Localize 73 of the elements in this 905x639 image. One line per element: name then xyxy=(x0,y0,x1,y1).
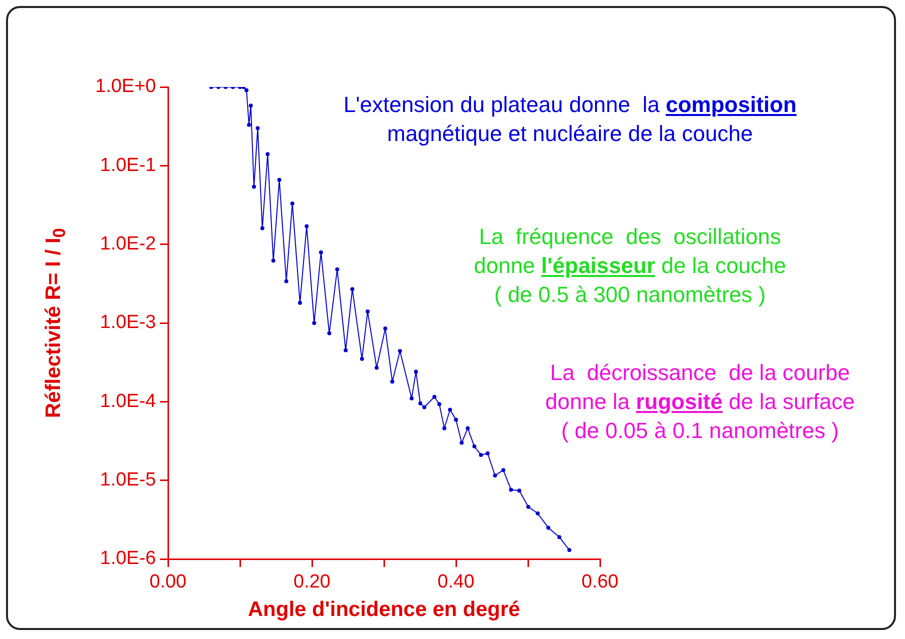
point xyxy=(418,401,422,406)
point xyxy=(290,202,294,206)
point xyxy=(460,440,464,445)
point xyxy=(442,426,446,430)
y-tick-label: 1.0E+0 xyxy=(95,76,156,98)
point xyxy=(478,452,483,457)
point xyxy=(493,474,498,478)
annotation: donne xyxy=(474,253,536,278)
text: composition xyxy=(666,92,797,117)
point xyxy=(546,526,550,530)
annotation: l'épaisseur xyxy=(541,253,656,278)
point xyxy=(304,224,309,228)
point xyxy=(319,250,323,254)
point xyxy=(509,488,514,492)
y-tick-label: 1.0E-1 xyxy=(100,154,156,176)
point xyxy=(244,88,248,92)
point xyxy=(501,468,506,472)
point xyxy=(472,444,476,448)
annotation: donne la xyxy=(545,389,630,414)
point xyxy=(390,380,394,384)
point xyxy=(526,504,530,509)
point xyxy=(448,408,452,412)
point xyxy=(366,310,370,314)
text: de la surface xyxy=(728,389,855,414)
point xyxy=(284,279,288,284)
point xyxy=(260,226,264,230)
point xyxy=(298,300,302,305)
point xyxy=(312,321,316,325)
point xyxy=(344,348,348,352)
point xyxy=(466,426,470,430)
point xyxy=(557,535,562,540)
point xyxy=(327,331,332,336)
annotation: La décroissance de la courbe xyxy=(550,360,850,385)
annotation: La fréquence des oscillations xyxy=(478,224,782,249)
point xyxy=(517,488,522,493)
point xyxy=(252,184,256,189)
point xyxy=(383,326,388,331)
point xyxy=(432,394,436,399)
y-tick-label: 1.0E-4 xyxy=(100,390,156,412)
y-tick-label: 1.0E-2 xyxy=(100,234,156,255)
point xyxy=(536,511,540,516)
point xyxy=(360,356,364,361)
x-tick-label: 0.00 xyxy=(150,572,186,593)
y-tick-label: 1.0E-6 xyxy=(100,548,156,570)
x-tick-label: 0.20 xyxy=(294,572,330,593)
point xyxy=(414,370,418,374)
annotation: L'extension du plateau donne la xyxy=(343,92,660,117)
point xyxy=(271,258,276,263)
point xyxy=(437,402,442,406)
x-axis-title: Angle d'incidence en degré xyxy=(248,598,520,622)
point xyxy=(248,104,253,108)
point xyxy=(335,267,340,272)
text: de la couche xyxy=(661,253,786,278)
x-tick-label: 0.40 xyxy=(438,572,474,593)
point xyxy=(277,178,282,182)
point xyxy=(256,126,260,130)
y-tick-label: 1.0E-3 xyxy=(100,312,156,334)
point xyxy=(266,152,270,156)
point xyxy=(247,122,251,127)
text: rugosité xyxy=(636,389,723,414)
y-tick-label: 1.0E-5 xyxy=(100,470,156,491)
point xyxy=(422,405,426,410)
point xyxy=(567,548,572,552)
annotation: ( de 0.05 à 0.1 nanomètres ) xyxy=(561,418,839,443)
point xyxy=(410,396,414,400)
point xyxy=(374,366,379,370)
point xyxy=(486,451,490,456)
point xyxy=(398,349,402,354)
annotation: magnétique et nucléaire de la couche xyxy=(387,121,753,146)
point xyxy=(350,287,354,292)
annotation: ( de 0.5 à 300 nanomètres ) xyxy=(494,282,766,307)
x-tick-label: 0.60 xyxy=(582,572,618,593)
point xyxy=(454,418,458,422)
